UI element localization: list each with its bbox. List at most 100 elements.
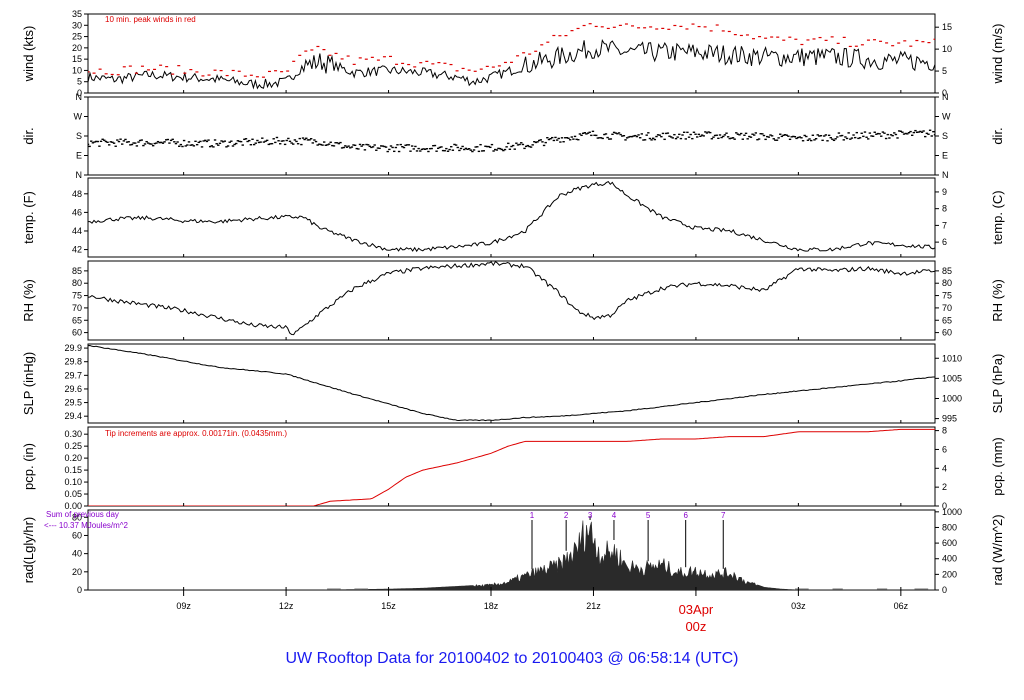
right-tick-label: E bbox=[942, 151, 948, 161]
left-tick-label: 15 bbox=[72, 54, 82, 64]
right-tick-label: 65 bbox=[942, 315, 952, 325]
series-pcp bbox=[88, 428, 935, 506]
series-solar-radiation bbox=[88, 520, 935, 590]
time-tick-label: 18z bbox=[484, 601, 499, 611]
radiation-marker-label: 7 bbox=[721, 511, 726, 520]
y-axis-title-left: dir. bbox=[21, 127, 36, 144]
footer-end-date: 20100403 bbox=[531, 650, 604, 667]
right-tick-label: 10 bbox=[942, 44, 952, 54]
radiation-annotation-line2: <--- 10.37 MJoules/m^2 bbox=[44, 521, 129, 530]
time-tick-label: 09z bbox=[176, 601, 191, 611]
panel-frame bbox=[87, 509, 936, 591]
y-axis-title-left: SLP (inHg) bbox=[21, 352, 36, 415]
y-axis-title-right: dir. bbox=[990, 127, 1005, 144]
y-axis-title-left: pcp. (in) bbox=[21, 443, 36, 490]
panel-frame bbox=[87, 13, 936, 94]
plot-area bbox=[88, 129, 935, 153]
left-tick-label: 42 bbox=[72, 245, 82, 255]
plot-area bbox=[88, 344, 935, 422]
left-tick-label: 25 bbox=[72, 32, 82, 42]
plot-area bbox=[88, 261, 935, 336]
right-tick-label: 1010 bbox=[942, 353, 962, 363]
radiation-marker-label: 4 bbox=[612, 511, 617, 520]
left-tick-label: 29.9 bbox=[64, 343, 82, 353]
left-tick-label: 48 bbox=[72, 189, 82, 199]
right-tick-label: 6 bbox=[942, 444, 947, 454]
left-tick-label: 0.20 bbox=[64, 453, 82, 463]
left-tick-label: S bbox=[76, 131, 82, 141]
right-tick-label: W bbox=[942, 112, 951, 122]
panel-frame bbox=[87, 343, 936, 424]
left-tick-label: 40 bbox=[72, 549, 82, 559]
right-tick-label: S bbox=[942, 131, 948, 141]
footer-to: to bbox=[514, 650, 528, 667]
right-tick-label: 1005 bbox=[942, 373, 962, 383]
y-axis-title-left: temp. (F) bbox=[21, 191, 36, 244]
right-tick-label: 6 bbox=[942, 237, 947, 247]
left-tick-label: 29.5 bbox=[64, 398, 82, 408]
right-tick-label: 8 bbox=[942, 426, 947, 436]
precip-annotation: Tip increments are approx. 0.00171in. (0… bbox=[105, 429, 287, 438]
footer-at: @ bbox=[607, 650, 624, 667]
right-tick-label: 2 bbox=[942, 482, 947, 492]
footer-timezone: (UTC) bbox=[694, 650, 739, 667]
footer-title: UW Rooftop Data for 20100402 to 20100403… bbox=[0, 650, 1024, 668]
date-marker: 03Apr bbox=[679, 602, 714, 617]
footer-prefix: UW Rooftop Data for bbox=[285, 650, 434, 667]
left-tick-label: 0 bbox=[77, 585, 82, 595]
left-tick-label: 10 bbox=[72, 65, 82, 75]
left-tick-label: 0 bbox=[77, 88, 82, 98]
right-tick-label: 600 bbox=[942, 538, 957, 548]
right-tick-label: 0 bbox=[942, 88, 947, 98]
left-tick-label: 70 bbox=[72, 303, 82, 313]
plot-area bbox=[88, 428, 935, 506]
plot-area bbox=[88, 516, 935, 590]
left-tick-label: N bbox=[76, 92, 83, 102]
right-tick-label: 4 bbox=[942, 463, 947, 473]
right-tick-label: 1000 bbox=[942, 393, 962, 403]
left-tick-label: 30 bbox=[72, 20, 82, 30]
y-axis-title-right: SLP (hPa) bbox=[990, 354, 1005, 414]
right-tick-label: 80 bbox=[942, 278, 952, 288]
radiation-marker-label: 3 bbox=[588, 511, 593, 520]
right-tick-label: 0 bbox=[942, 501, 947, 511]
time-tick-label: 03z bbox=[791, 601, 806, 611]
plot-area bbox=[88, 23, 935, 90]
right-tick-label: 7 bbox=[942, 220, 947, 230]
left-tick-label: E bbox=[76, 151, 82, 161]
left-tick-label: 85 bbox=[72, 266, 82, 276]
right-tick-label: 800 bbox=[942, 522, 957, 532]
footer-time: 06:58:14 bbox=[628, 650, 691, 667]
right-tick-label: N bbox=[942, 170, 949, 180]
left-tick-label: 65 bbox=[72, 315, 82, 325]
y-axis-title-right: wind (m/s) bbox=[990, 24, 1005, 85]
right-tick-label: 995 bbox=[942, 414, 957, 424]
left-tick-label: 0.15 bbox=[64, 465, 82, 475]
right-tick-label: 75 bbox=[942, 291, 952, 301]
y-axis-title-right: temp. (C) bbox=[990, 190, 1005, 244]
right-tick-label: 60 bbox=[942, 328, 952, 338]
y-axis-title-right: RH (%) bbox=[990, 279, 1005, 322]
left-tick-label: 75 bbox=[72, 291, 82, 301]
right-tick-label: 0 bbox=[942, 585, 947, 595]
time-tick-label: 21z bbox=[586, 601, 601, 611]
radiation-marker-label: 2 bbox=[564, 511, 569, 520]
left-tick-label: 20 bbox=[72, 43, 82, 53]
footer-start-date: 20100402 bbox=[438, 650, 510, 667]
left-tick-label: 20 bbox=[72, 567, 82, 577]
right-tick-label: 400 bbox=[942, 554, 957, 564]
left-tick-label: 5 bbox=[77, 77, 82, 87]
y-axis-title-right: rad (W/m^2) bbox=[990, 514, 1005, 585]
left-tick-label: W bbox=[74, 112, 83, 122]
plot-area bbox=[88, 180, 935, 253]
left-tick-label: N bbox=[76, 170, 83, 180]
left-tick-label: 0.25 bbox=[64, 441, 82, 451]
right-tick-label: 200 bbox=[942, 569, 957, 579]
left-tick-label: 46 bbox=[72, 207, 82, 217]
left-tick-label: 0.10 bbox=[64, 477, 82, 487]
series-rh bbox=[88, 261, 935, 336]
left-tick-label: 0.05 bbox=[64, 489, 82, 499]
